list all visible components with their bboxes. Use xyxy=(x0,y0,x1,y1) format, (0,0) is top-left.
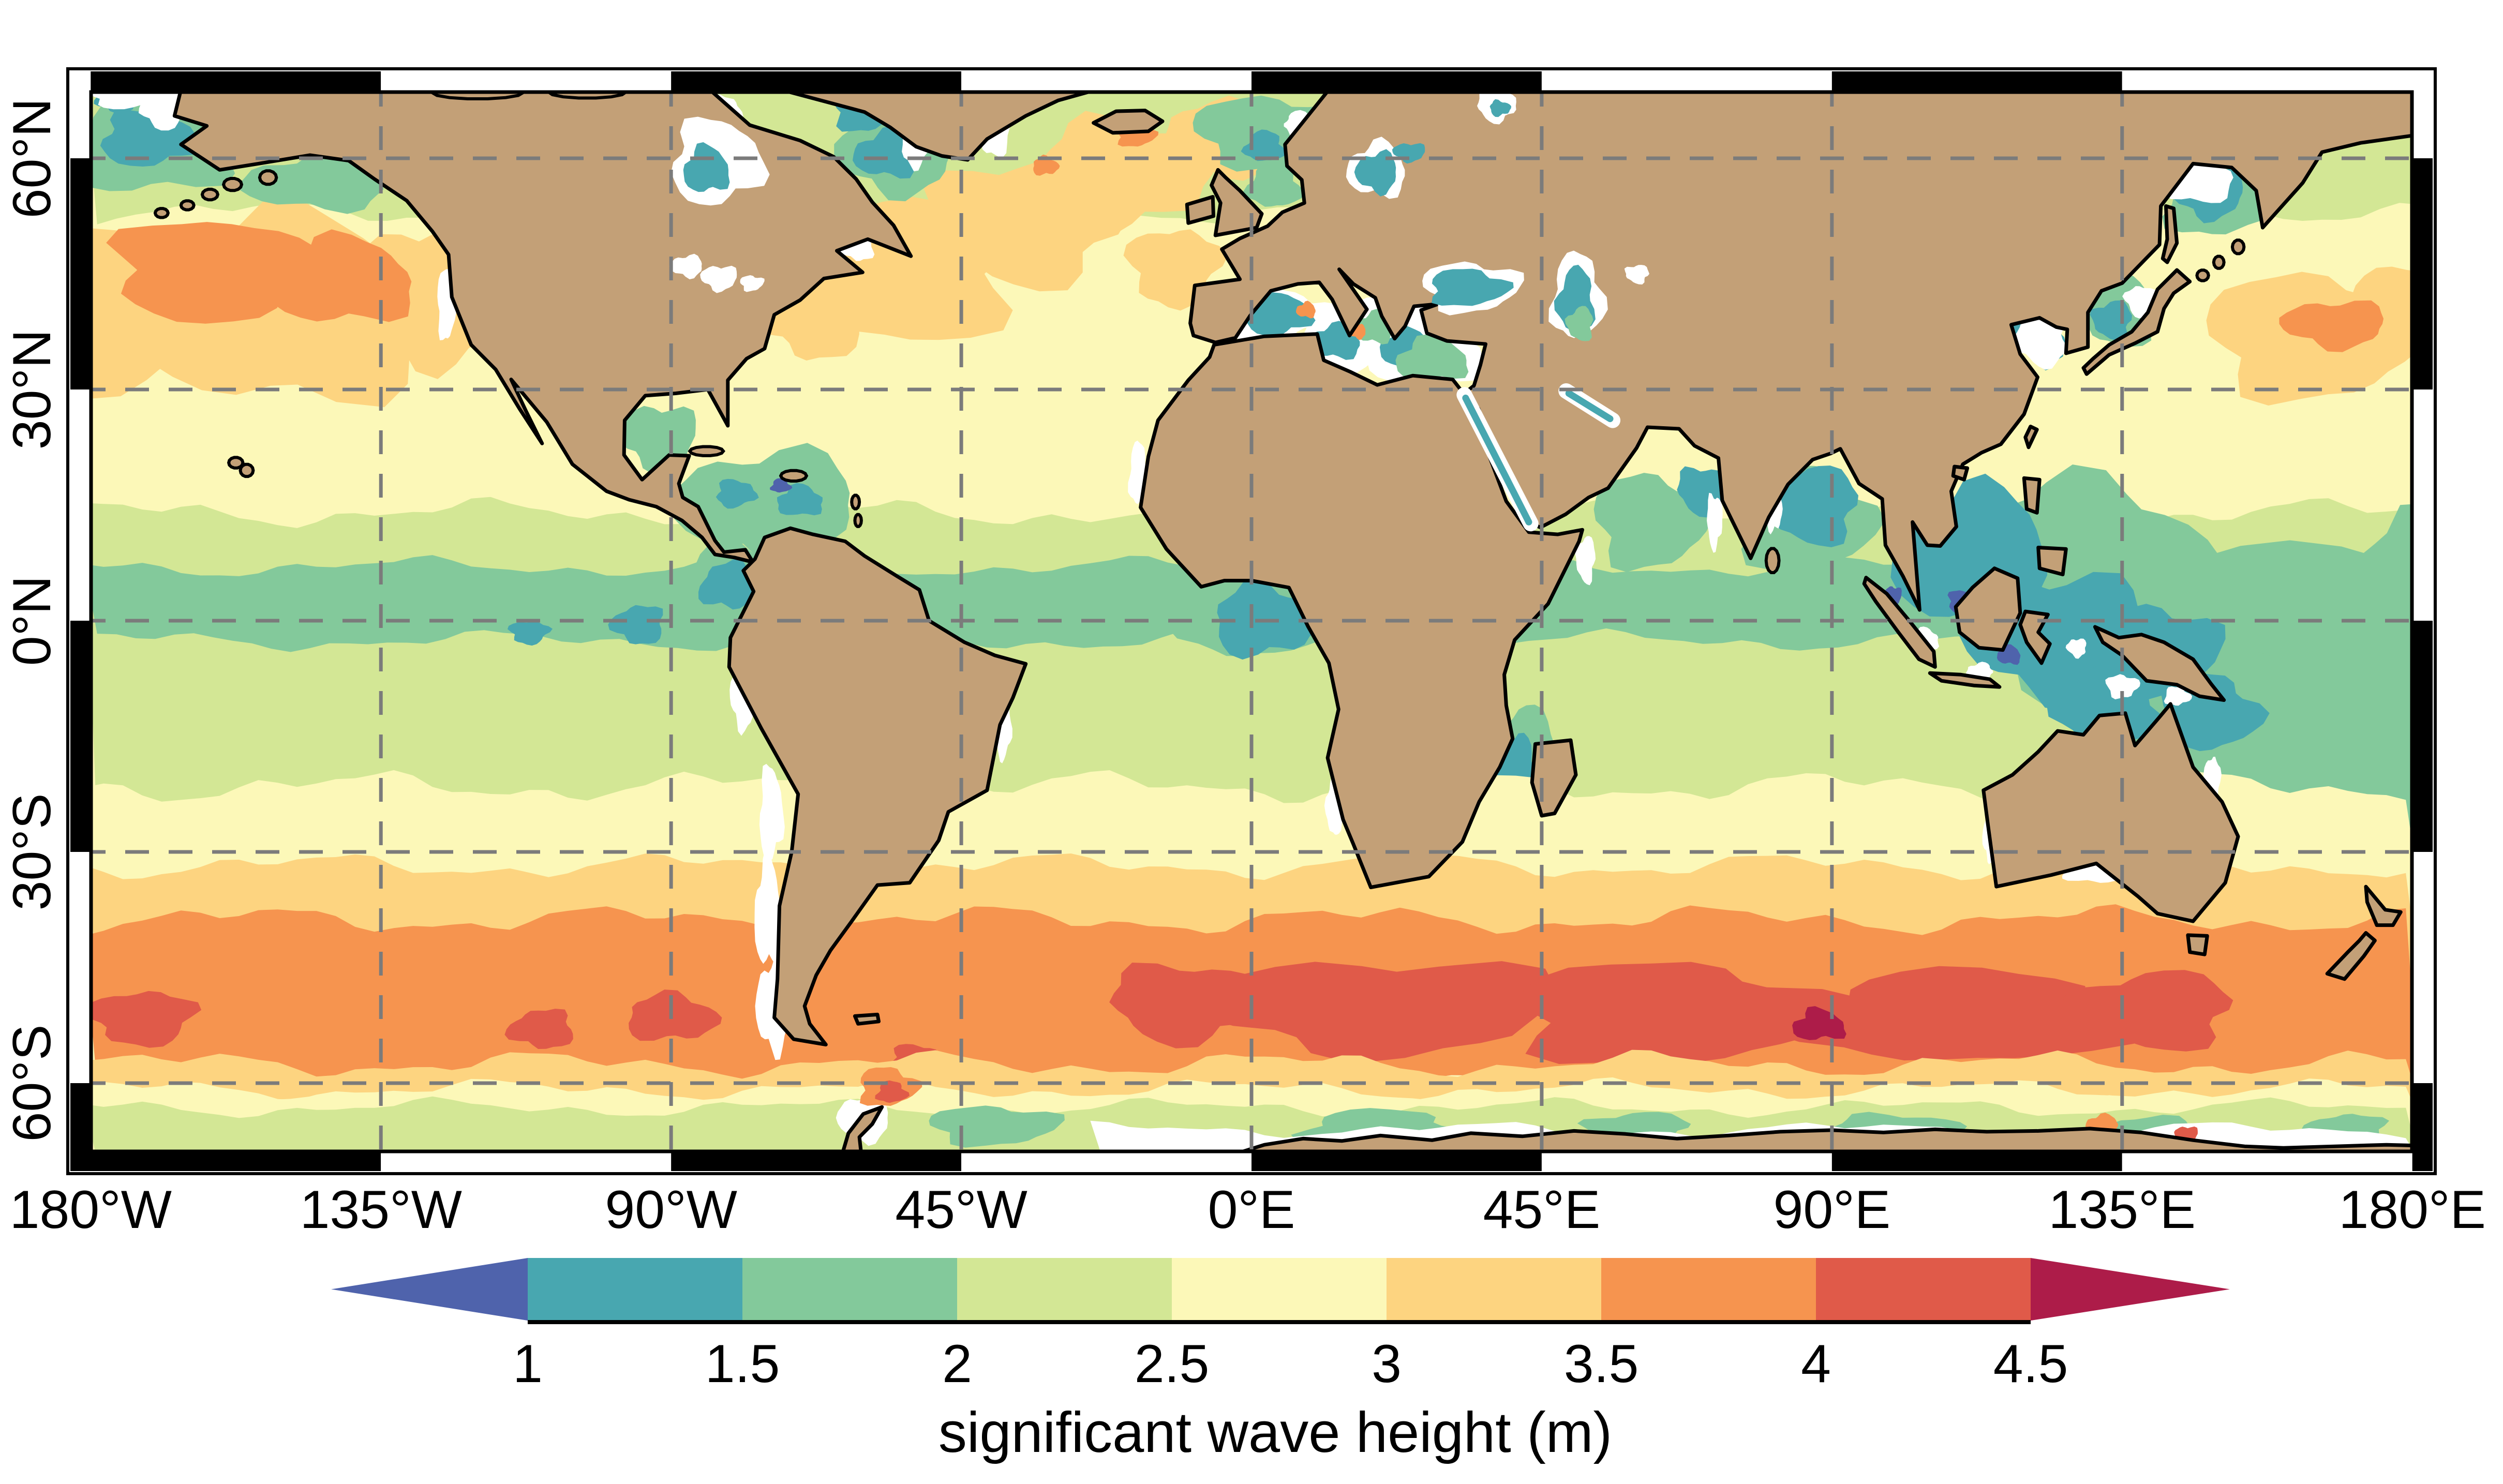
x-tick-label-180°E: 180°E xyxy=(2338,1180,2486,1240)
colorbar-tick-1.5: 1.5 xyxy=(705,1334,780,1394)
x-tick-label-0°E: 0°E xyxy=(1208,1180,1295,1240)
x-tick-label-45°E: 45°E xyxy=(1483,1180,1601,1240)
colorbar-title: significant wave height (m) xyxy=(938,1401,1613,1464)
y-tick-label-30°S: 30°S xyxy=(2,793,62,911)
x-tick-label-180°W: 180°W xyxy=(9,1180,172,1240)
x-tick-label-90°E: 90°E xyxy=(1773,1180,1891,1240)
y-tick-label-30°N: 30°N xyxy=(2,329,62,450)
colorbar-tick-4.5: 4.5 xyxy=(1993,1334,2068,1394)
x-tick-label-135°E: 135°E xyxy=(2048,1180,2196,1240)
y-tick-label-60°N: 60°N xyxy=(2,98,62,219)
colorbar-tick-2.5: 2.5 xyxy=(1134,1334,1210,1394)
y-tick-label-60°S: 60°S xyxy=(2,1024,62,1142)
colorbar-tick-2: 2 xyxy=(942,1334,972,1394)
x-tick-label-135°W: 135°W xyxy=(300,1180,462,1240)
colorbar-tick-1: 1 xyxy=(513,1334,543,1394)
colorbar-tick-3.5: 3.5 xyxy=(1563,1334,1639,1394)
colorbar-tick-3: 3 xyxy=(1372,1334,1402,1394)
x-tick-label-45°W: 45°W xyxy=(895,1180,1027,1240)
y-tick-label-0°N: 0°N xyxy=(2,575,62,666)
x-tick-label-90°W: 90°W xyxy=(605,1180,737,1240)
colorbar-tick-4: 4 xyxy=(1801,1334,1831,1394)
